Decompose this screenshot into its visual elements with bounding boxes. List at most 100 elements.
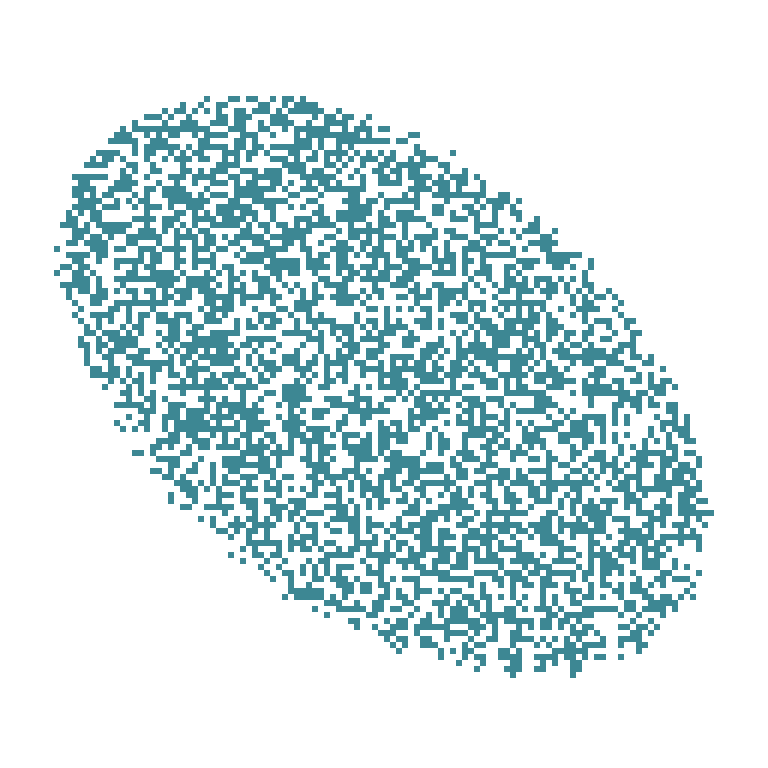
noise-cell (270, 468, 276, 474)
noise-cell (606, 534, 612, 540)
noise-cell (288, 204, 294, 210)
noise-cell (366, 276, 372, 282)
noise-cell (516, 552, 522, 558)
noise-cell (198, 456, 204, 462)
noise-cell (678, 462, 684, 468)
noise-cell (474, 210, 480, 216)
noise-cell (324, 162, 330, 168)
noise-cell (192, 234, 198, 240)
noise-cell (510, 558, 516, 564)
noise-cell (258, 252, 264, 258)
noise-cell (570, 570, 576, 576)
noise-cell (342, 252, 348, 258)
noise-cell (360, 126, 366, 132)
noise-cell (576, 588, 582, 594)
noise-cell (66, 216, 72, 222)
noise-cell (492, 282, 498, 288)
noise-cell (270, 180, 276, 186)
noise-cell (150, 270, 156, 276)
noise-cell (510, 390, 516, 396)
noise-cell (102, 384, 108, 390)
noise-cell (222, 432, 228, 438)
noise-cell (594, 456, 600, 462)
noise-cell (90, 294, 96, 300)
noise-cell (528, 222, 534, 228)
noise-cell (606, 510, 612, 516)
noise-cell (276, 258, 282, 264)
noise-cell (660, 582, 666, 588)
noise-cell (72, 228, 78, 234)
noise-cell (648, 516, 654, 522)
noise-cell (300, 516, 306, 522)
noise-cell (174, 432, 180, 438)
noise-cell (480, 642, 486, 648)
noise-cell (528, 258, 534, 264)
noise-cell (378, 432, 384, 438)
noise-cell (306, 582, 312, 588)
noise-cell (294, 378, 300, 384)
noise-cell (558, 540, 564, 546)
noise-cell (348, 234, 354, 240)
noise-cell (168, 132, 174, 138)
noise-cell (426, 240, 432, 246)
noise-cell (174, 258, 180, 264)
noise-cell (624, 342, 630, 348)
noise-cell (426, 516, 432, 522)
noise-cell (300, 126, 306, 132)
noise-cell (414, 564, 420, 570)
noise-cell (348, 444, 354, 450)
noise-cell (342, 330, 348, 336)
noise-cell (624, 324, 630, 330)
noise-cell (360, 162, 366, 168)
noise-cell (306, 180, 312, 186)
noise-cell (606, 552, 612, 558)
noise-cell (96, 162, 102, 168)
noise-cell (456, 462, 462, 468)
noise-cell (258, 312, 264, 318)
noise-cell (168, 384, 174, 390)
noise-cell (234, 468, 240, 474)
noise-cell (528, 504, 534, 510)
noise-cell (102, 312, 108, 318)
noise-cell (384, 252, 390, 258)
noise-cell (282, 264, 288, 270)
noise-cell (114, 420, 120, 426)
noise-cell (192, 462, 198, 468)
noise-cell (438, 366, 444, 372)
noise-cell (378, 222, 384, 228)
noise-cell (294, 270, 300, 276)
noise-cell (456, 312, 462, 318)
noise-cell (408, 480, 414, 486)
noise-cell (282, 426, 288, 432)
noise-cell (546, 258, 552, 264)
noise-cell (534, 312, 540, 318)
noise-cell (324, 564, 330, 570)
noise-cell (114, 330, 120, 336)
noise-cell (342, 516, 348, 522)
noise-cell (384, 384, 390, 390)
noise-cell (444, 624, 450, 630)
noise-cell (414, 576, 420, 582)
noise-cell (282, 504, 288, 510)
noise-cell (288, 402, 294, 408)
noise-cell (360, 438, 366, 444)
noise-cell (366, 354, 372, 360)
noise-cell (342, 198, 348, 204)
noise-cell (102, 372, 108, 378)
noise-cell (534, 378, 540, 384)
noise-cell (216, 348, 222, 354)
noise-cell (246, 204, 252, 210)
noise-cell (384, 180, 390, 186)
noise-cell (570, 666, 576, 672)
noise-cell (408, 546, 414, 552)
noise-cell (288, 408, 294, 414)
noise-cell (660, 420, 666, 426)
noise-cell (276, 342, 282, 348)
noise-cell (636, 498, 642, 504)
noise-cell (426, 372, 432, 378)
noise-cell (582, 528, 588, 534)
noise-cell (342, 324, 348, 330)
noise-cell (402, 198, 408, 204)
noise-cell (588, 540, 594, 546)
noise-cell (558, 462, 564, 468)
